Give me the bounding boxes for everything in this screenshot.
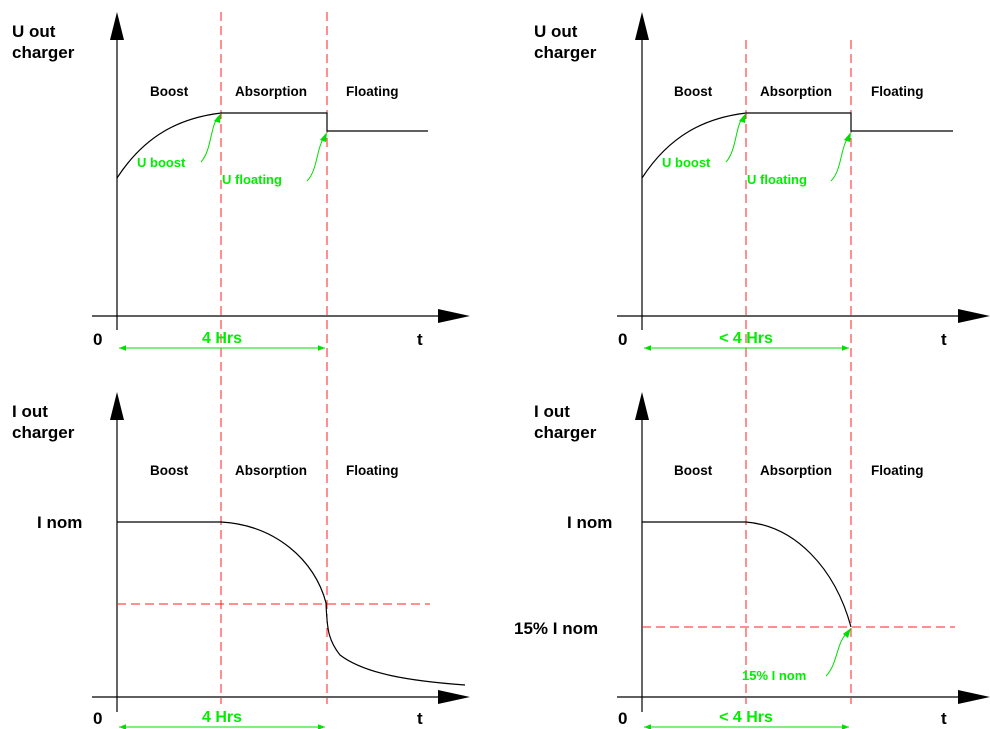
- duration-label: < 4 Hrs: [719, 709, 773, 726]
- annotation-leader: [825, 631, 849, 677]
- t-axis-label: t: [941, 330, 947, 349]
- x-axis-arrowhead: [958, 309, 990, 323]
- u-floating-annotation: U floating: [747, 172, 807, 187]
- u-floating-leader: [830, 135, 850, 182]
- phase-label-absorption: Absorption: [235, 84, 307, 99]
- u-boost-annotation: U boost: [137, 155, 186, 170]
- level-label-15pct-inom: 15% I nom: [514, 619, 598, 638]
- phase-label-boost: Boost: [150, 84, 189, 99]
- phase-label-absorption: Absorption: [760, 463, 832, 478]
- phase-label-absorption: Absorption: [235, 463, 307, 478]
- voltage-curve: [116, 112, 428, 179]
- y-axis-label-line1: I out: [534, 402, 570, 421]
- phase-label-floating: Floating: [871, 84, 924, 99]
- annotation-15pct-inom: 15% I nom: [742, 668, 806, 683]
- phase-label-floating: Floating: [346, 463, 399, 478]
- y-axis-label-line2: charger: [534, 43, 597, 62]
- panel-current-4hrs: I out charger Boost Absorption Floating …: [12, 392, 470, 729]
- phase-label-boost: Boost: [674, 84, 713, 99]
- duration-label: 4 Hrs: [202, 330, 242, 347]
- t-axis-label: t: [417, 709, 423, 728]
- y-axis-label-line1: U out: [12, 22, 56, 41]
- phase-label-floating: Floating: [871, 463, 924, 478]
- x-axis-arrowhead: [958, 690, 990, 704]
- level-label-inom: I nom: [37, 513, 82, 532]
- t-axis-label: t: [417, 330, 423, 349]
- panel-current-less-4hrs: I out charger Boost Absorption Floating …: [514, 392, 990, 729]
- level-label-inom: I nom: [567, 513, 612, 532]
- x-axis-arrowhead: [438, 309, 470, 323]
- annotation-arrow: [843, 628, 851, 638]
- current-curve: [642, 521, 852, 628]
- y-axis-label-line2: charger: [12, 43, 75, 62]
- u-boost-arrow: [214, 113, 221, 123]
- y-axis-label-line1: U out: [534, 22, 578, 41]
- u-boost-leader: [200, 115, 220, 163]
- origin-label: 0: [93, 330, 102, 349]
- current-curve: [117, 521, 466, 686]
- origin-label: 0: [618, 330, 627, 349]
- y-axis-label-line2: charger: [534, 423, 597, 442]
- y-axis-arrowhead: [110, 392, 124, 420]
- u-boost-arrow: [739, 113, 746, 123]
- duration-label: < 4 Hrs: [719, 330, 773, 347]
- u-floating-arrow: [320, 132, 327, 142]
- origin-label: 0: [618, 709, 627, 728]
- y-axis-label-line1: I out: [12, 402, 48, 421]
- u-floating-leader: [306, 135, 326, 182]
- t-axis-label: t: [941, 709, 947, 728]
- u-boost-leader: [725, 115, 745, 163]
- u-floating-annotation: U floating: [222, 172, 282, 187]
- y-axis-arrowhead: [635, 12, 649, 40]
- phase-label-absorption: Absorption: [760, 84, 832, 99]
- phase-label-boost: Boost: [150, 463, 189, 478]
- voltage-curve: [641, 112, 953, 179]
- u-boost-annotation: U boost: [662, 155, 711, 170]
- panel-voltage-4hrs: U out charger Boost Absorption Floating …: [12, 12, 470, 704]
- y-axis-arrowhead: [635, 392, 649, 420]
- phase-label-floating: Floating: [346, 84, 399, 99]
- u-floating-arrow: [844, 132, 851, 142]
- duration-label: 4 Hrs: [202, 709, 242, 726]
- x-axis-arrowhead: [438, 690, 470, 704]
- phase-label-boost: Boost: [674, 463, 713, 478]
- panel-voltage-less-4hrs: U out charger Boost Absorption Floating …: [534, 12, 990, 704]
- y-axis-label-line2: charger: [12, 423, 75, 442]
- y-axis-arrowhead: [110, 12, 124, 40]
- origin-label: 0: [93, 709, 102, 728]
